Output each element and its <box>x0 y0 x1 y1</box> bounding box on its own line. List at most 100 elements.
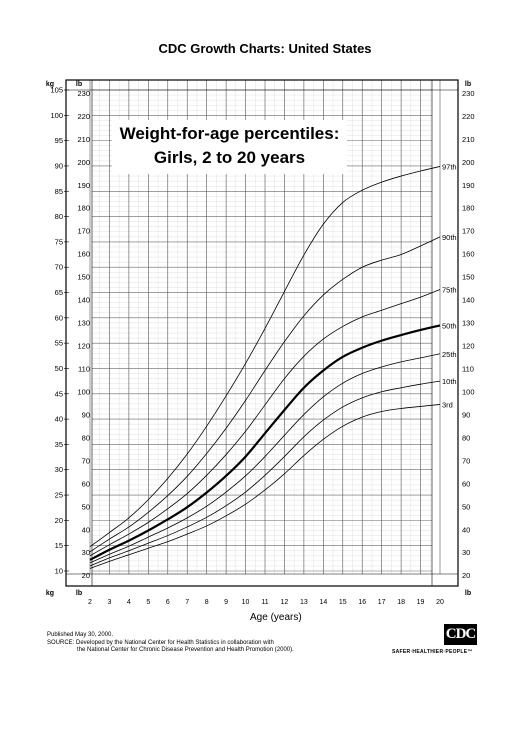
series-label-75th: 75th <box>442 285 457 294</box>
lb-tick-label-right: 100 <box>462 387 475 396</box>
kg-tick-label: 80 <box>55 212 63 221</box>
kg-tick-label: 75 <box>55 237 63 246</box>
lb-tick-label-left: 110 <box>78 365 90 374</box>
age-tick-label: 6 <box>166 599 170 606</box>
series-label-97th: 97th <box>442 162 457 171</box>
age-tick-label: 14 <box>319 599 327 606</box>
cdc-logo: CDC SAFER·HEALTHIER·PEOPLE™ <box>392 624 489 660</box>
lb-tick-label-left: 150 <box>77 273 90 282</box>
lb-tick-label-left: 40 <box>82 525 90 534</box>
lb-tick-label-right: 50 <box>462 502 470 511</box>
lb-tick-label-right: 80 <box>462 433 470 442</box>
age-tick-label: 2 <box>88 599 92 606</box>
kg-tick-label: 30 <box>55 465 63 474</box>
lb-tick-label-left: 190 <box>77 181 90 190</box>
x-axis-label: Age (years) <box>250 612 302 623</box>
lb-tick-label-right: 160 <box>462 250 475 259</box>
kg-tick-label: 100 <box>50 111 63 120</box>
lb-tick-label-left: 160 <box>77 250 90 259</box>
age-tick-label: 15 <box>339 599 347 606</box>
lb-tick-label-left: 30 <box>82 548 90 557</box>
lb-tick-label-right: 150 <box>462 273 475 282</box>
age-tick-label: 16 <box>358 599 366 606</box>
lb-tick-label-right: 110 <box>462 365 474 374</box>
lb-tick-label-right: 70 <box>462 456 470 465</box>
lb-tick-label-left: 170 <box>77 227 90 236</box>
series-line-3rd <box>89 404 441 569</box>
lb-unit-right-bottom: lb <box>465 590 471 597</box>
age-tick-label: 5 <box>146 599 150 606</box>
lb-unit-right-top: lb <box>465 81 471 88</box>
percentile-curves: 3rd 10th 25th 50th 75th 90th 97th <box>89 162 457 569</box>
series-line-50th <box>89 324 441 561</box>
series-label-50th: 50th <box>442 321 457 330</box>
series-label-25th: 25th <box>442 350 457 359</box>
chart-title-line1: Weight-for-age percentiles: <box>119 124 340 143</box>
lb-tick-label-right: 180 <box>462 204 475 213</box>
age-tick-label: 18 <box>397 599 405 606</box>
age-tick-label: 4 <box>127 599 131 606</box>
kg-tick-label: 60 <box>55 313 63 322</box>
series-label-10th: 10th <box>442 377 457 386</box>
lb-tick-label-right: 90 <box>462 410 470 419</box>
lb-tick-label-right: 170 <box>462 227 475 236</box>
kg-tick-label: 15 <box>55 541 63 550</box>
age-tick-label: 19 <box>417 599 425 606</box>
lb-tick-label-left: 80 <box>82 433 90 442</box>
lb-tick-label-right: 30 <box>462 548 470 557</box>
series-line-10th <box>89 380 441 567</box>
lb-tick-label-right: 200 <box>462 158 475 167</box>
lb-tick-label-right: 220 <box>462 112 475 121</box>
lb-unit-left-bottom: lb <box>76 590 82 597</box>
kg-tick-label: 70 <box>55 263 63 272</box>
lb-tick-label-left: 200 <box>77 158 90 167</box>
lb-tick-label-left: 140 <box>77 296 90 305</box>
plot-frame <box>65 79 459 587</box>
lb-tick-label-left: 130 <box>77 319 90 328</box>
published-date: Published May 30, 2000. <box>47 632 114 638</box>
lb-tick-label-left: 20 <box>82 571 90 580</box>
age-tick-label: 13 <box>300 599 308 606</box>
lb-tick-label-left: 220 <box>77 112 90 121</box>
lb-tick-label-right: 130 <box>462 319 475 328</box>
lb-tick-label-right: 20 <box>462 571 470 580</box>
kg-tick-label: 40 <box>55 415 63 424</box>
lb-tick-label-left: 60 <box>82 479 90 488</box>
age-tick-label: 20 <box>436 599 444 606</box>
age-tick-label: 12 <box>281 599 289 606</box>
kg-tick-label: 65 <box>55 288 63 297</box>
lb-tick-label-right: 60 <box>462 479 470 488</box>
footer: Published May 30, 2000. SOURCE: Develope… <box>47 632 294 655</box>
kg-tick-label: 35 <box>55 440 63 449</box>
lb-tick-label-left: 210 <box>77 135 90 144</box>
series-label-90th: 90th <box>442 233 457 242</box>
series-line-90th <box>89 236 441 553</box>
lb-tick-label-right: 140 <box>462 296 475 305</box>
source-line-2: the National Center for Chronic Disease … <box>77 647 294 653</box>
kg-unit-bottom: kg <box>46 590 54 597</box>
source-line-1: SOURCE: Developed by the National Center… <box>47 639 274 646</box>
lb-tick-label-left: 70 <box>82 456 90 465</box>
lb-unit-left-top: lb <box>76 81 82 88</box>
age-tick-label: 17 <box>378 599 386 606</box>
age-tick-label: 8 <box>205 599 209 606</box>
kg-tick-label: 90 <box>55 161 63 170</box>
cdc-logo-tagline: SAFER·HEALTHIER·PEOPLE™ <box>392 649 473 655</box>
kg-tick-label: 25 <box>55 491 63 500</box>
lb-tick-label-right: 40 <box>462 525 470 534</box>
lb-tick-label-left: 90 <box>82 410 90 419</box>
lb-tick-label-left: 50 <box>82 502 90 511</box>
lb-tick-label-left: 100 <box>77 387 90 396</box>
lb-tick-label-left: 180 <box>77 204 90 213</box>
chart-title-line2: Girls, 2 to 20 years <box>153 148 306 167</box>
series-line-25th <box>89 353 441 564</box>
lb-tick-label-left: 230 <box>77 89 90 98</box>
chart-title-inset: Weight-for-age percentiles: Girls, 2 to … <box>112 120 347 174</box>
age-tick-label: 9 <box>224 599 228 606</box>
kg-tick-label: 95 <box>55 136 63 145</box>
page-title: CDC Growth Charts: United States <box>158 41 372 56</box>
age-tick-label: 3 <box>107 599 111 606</box>
series-line-75th <box>89 289 441 557</box>
